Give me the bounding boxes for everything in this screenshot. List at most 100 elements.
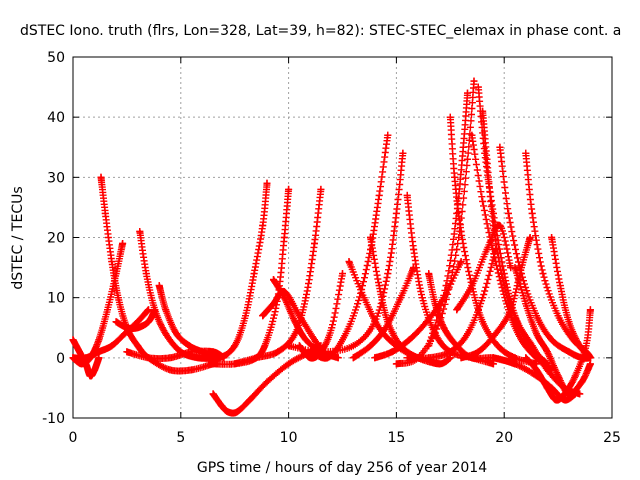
data-point bbox=[586, 306, 594, 314]
data-point bbox=[565, 348, 573, 356]
data-point bbox=[479, 318, 487, 326]
data-point bbox=[246, 396, 254, 404]
data-point bbox=[323, 354, 331, 362]
data-point bbox=[440, 294, 448, 302]
data-point bbox=[492, 330, 500, 338]
data-point bbox=[522, 300, 530, 308]
series-arc-38 bbox=[371, 258, 465, 362]
data-point bbox=[539, 270, 547, 278]
data-point bbox=[375, 324, 383, 332]
series-arc-17 bbox=[285, 149, 407, 356]
series-arc-26 bbox=[468, 131, 556, 374]
y-tick-label: 30 bbox=[47, 170, 65, 186]
data-point bbox=[440, 324, 448, 332]
data-point bbox=[526, 234, 534, 241]
data-point bbox=[345, 258, 353, 266]
data-point bbox=[233, 408, 241, 416]
data-point bbox=[571, 372, 579, 380]
data-point bbox=[134, 324, 142, 332]
x-tick-label: 0 bbox=[69, 430, 78, 446]
data-point bbox=[384, 131, 392, 139]
data-point bbox=[334, 354, 342, 362]
data-point bbox=[104, 306, 111, 314]
data-point bbox=[274, 348, 282, 356]
data-point bbox=[533, 372, 540, 380]
x-tick-label: 25 bbox=[603, 430, 621, 446]
data-point bbox=[479, 197, 487, 205]
series-markers bbox=[367, 234, 443, 368]
data-point bbox=[423, 318, 431, 326]
data-point bbox=[565, 318, 573, 326]
data-point bbox=[489, 360, 497, 368]
data-point bbox=[317, 348, 325, 356]
data-point bbox=[425, 342, 433, 350]
data-point bbox=[145, 318, 152, 326]
data-point bbox=[522, 354, 530, 362]
y-tick-label: 10 bbox=[47, 291, 65, 307]
data-point bbox=[95, 336, 103, 344]
data-point bbox=[108, 258, 116, 266]
data-point bbox=[82, 354, 90, 362]
data-point bbox=[425, 354, 433, 362]
data-point bbox=[311, 240, 318, 247]
data-point bbox=[291, 330, 299, 338]
data-point bbox=[119, 240, 127, 247]
series-markers bbox=[198, 179, 271, 363]
data-point bbox=[86, 372, 94, 380]
data-point bbox=[464, 330, 471, 338]
data-point bbox=[302, 294, 310, 302]
series-layer bbox=[69, 77, 594, 417]
data-point bbox=[513, 318, 521, 326]
data-point bbox=[578, 378, 586, 386]
data-point bbox=[410, 264, 418, 272]
data-point bbox=[311, 336, 318, 344]
data-point bbox=[548, 234, 556, 241]
data-point bbox=[360, 294, 368, 302]
data-point bbox=[91, 366, 99, 374]
data-point bbox=[436, 360, 443, 368]
data-point bbox=[231, 342, 239, 350]
data-point bbox=[556, 282, 564, 290]
data-point bbox=[403, 354, 411, 362]
data-point bbox=[576, 342, 584, 350]
data-point bbox=[446, 348, 454, 356]
data-point bbox=[561, 396, 569, 404]
data-point bbox=[69, 336, 77, 344]
data-point bbox=[263, 378, 271, 386]
data-point bbox=[561, 390, 569, 398]
data-point bbox=[285, 360, 293, 368]
data-point bbox=[554, 372, 562, 380]
x-tick-label: 10 bbox=[280, 430, 298, 446]
data-point bbox=[511, 354, 519, 362]
data-point bbox=[209, 360, 217, 368]
data-point bbox=[145, 354, 152, 362]
data-point bbox=[155, 282, 163, 290]
data-point bbox=[548, 384, 556, 392]
data-point bbox=[123, 324, 131, 332]
data-point bbox=[554, 312, 562, 320]
data-point bbox=[280, 234, 288, 241]
data-point bbox=[173, 330, 180, 338]
series-arc-33 bbox=[489, 354, 579, 404]
series-arc-36 bbox=[453, 221, 515, 314]
series-arc-06 bbox=[136, 228, 217, 362]
data-point bbox=[492, 246, 500, 253]
data-point bbox=[95, 348, 103, 356]
data-point bbox=[112, 318, 120, 326]
data-point bbox=[166, 354, 174, 362]
data-point bbox=[252, 354, 260, 362]
data-point bbox=[291, 318, 299, 326]
data-point bbox=[548, 336, 556, 344]
series-arc-35 bbox=[403, 246, 500, 362]
data-point bbox=[142, 270, 150, 278]
data-point bbox=[263, 179, 271, 187]
data-point bbox=[582, 342, 590, 350]
data-point bbox=[349, 342, 357, 350]
data-point bbox=[489, 354, 497, 362]
y-tick-label: 0 bbox=[56, 351, 65, 367]
data-point bbox=[134, 318, 142, 326]
data-point bbox=[418, 294, 426, 302]
data-point bbox=[500, 282, 508, 290]
data-point bbox=[474, 348, 482, 356]
data-point bbox=[533, 366, 540, 374]
